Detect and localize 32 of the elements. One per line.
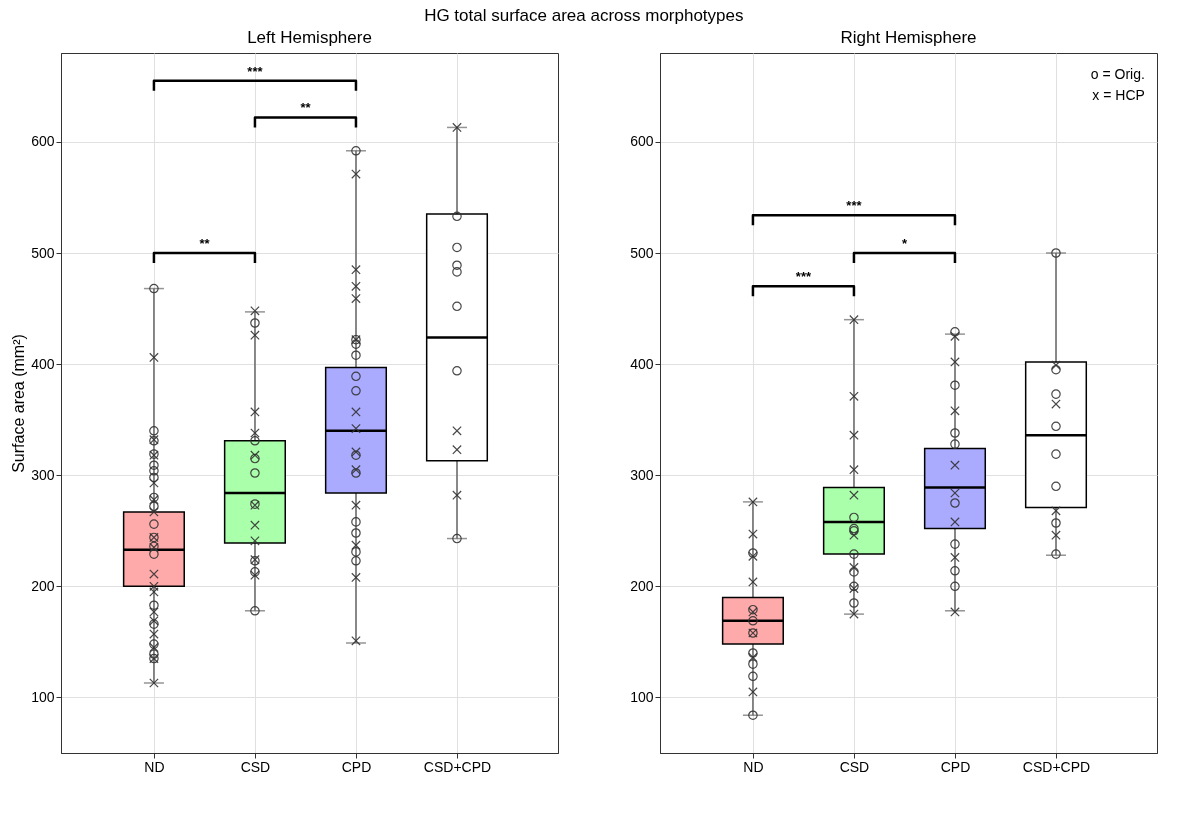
annotation: ** (199, 236, 211, 251)
chart-title: Right Hemisphere (840, 28, 977, 47)
x-tick-label: ND (144, 758, 165, 775)
y-tick-label: 200 (630, 577, 654, 594)
annotation: *** (247, 63, 264, 79)
y-axis-title: Surface area (mm²) (10, 334, 28, 473)
x-tick-label: CSD (240, 758, 271, 775)
annotation: *** (846, 198, 863, 214)
x-tick-label: CSD+CPD (1022, 758, 1091, 775)
y-tick-label: 200 (31, 577, 55, 594)
x-tick-label: ND (743, 758, 764, 775)
y-tick-label: 100 (31, 688, 55, 705)
y-tick-label: 400 (31, 355, 55, 372)
x-tick-label: CSD+CPD (423, 758, 492, 775)
x-tick-label: CSD (839, 758, 870, 775)
annotation: ** (300, 100, 312, 116)
y-tick-label: 100 (630, 688, 654, 705)
y-tick-label: 500 (630, 244, 654, 261)
annotation: * (901, 236, 908, 251)
x-tick-label: CPD (341, 758, 372, 775)
x-tick-label: CPD (940, 758, 971, 775)
y-tick-label: 600 (31, 133, 55, 150)
y-tick-label: 400 (630, 355, 654, 372)
y-tick-label: 300 (630, 466, 654, 483)
y-tick-label: 600 (630, 133, 654, 150)
annotation: x = HCP (1092, 87, 1145, 103)
y-tick-label: 300 (31, 466, 55, 483)
y-tick-label: 500 (31, 244, 55, 261)
chart-title: Left Hemisphere (247, 28, 372, 47)
annotation: *** (795, 269, 812, 285)
text: HG total surface area across morphotypes (424, 5, 744, 25)
annotation: o = Orig. (1090, 66, 1145, 82)
